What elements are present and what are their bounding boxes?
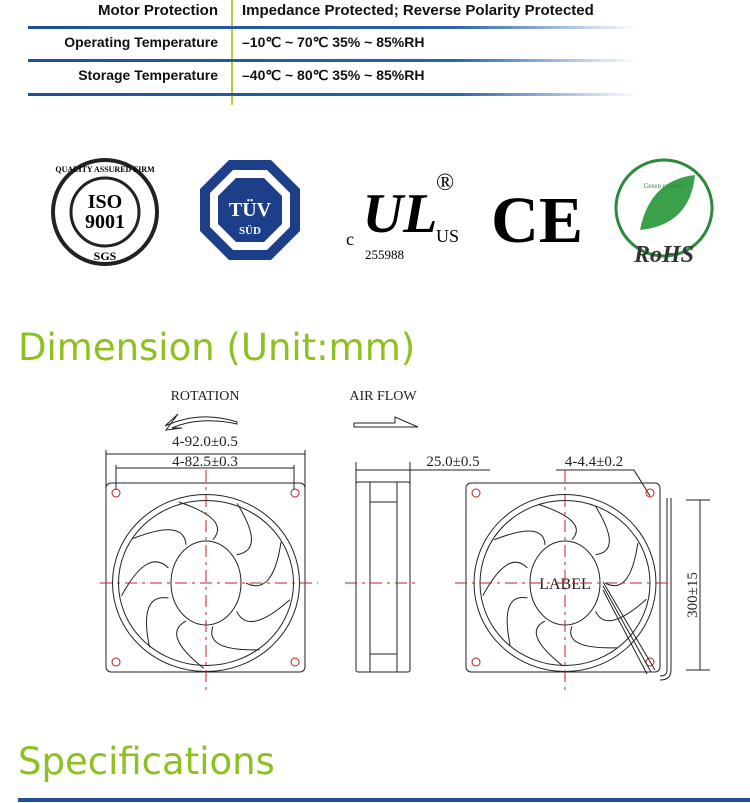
airflow-arrow-icon	[353, 416, 419, 428]
row-label: Storage Temperature	[78, 67, 218, 83]
svg-text:US: US	[436, 226, 459, 246]
certification-logos: QUALITY ASSURED FIRM ISO 9001 SGS TÜV SÜ…	[51, 158, 714, 268]
thickness-dim: 25.0±0.5	[426, 454, 479, 470]
svg-text:RoHS: RoHS	[633, 242, 694, 268]
svg-text:QUALITY ASSURED FIRM: QUALITY ASSURED FIRM	[55, 165, 155, 174]
fan-blade	[121, 561, 169, 597]
column-divider	[231, 0, 233, 105]
ul-logo: UL c US ® 255988	[346, 170, 459, 262]
fan-blade	[146, 597, 169, 648]
fan-blade	[211, 626, 260, 651]
fan-blade	[506, 597, 528, 646]
center-lines	[100, 470, 672, 695]
row-value: Impedance Protected; Reverse Polarity Pr…	[242, 2, 594, 19]
row-label: Motor Protection	[98, 2, 218, 19]
fan-blade	[493, 530, 546, 545]
specifications-heading: Specifications	[18, 740, 275, 783]
svg-text:9001: 9001	[85, 211, 125, 233]
svg-text:®: ®	[436, 170, 454, 196]
svg-text:CE: CE	[491, 184, 583, 257]
svg-text:Green product: Green product	[644, 182, 684, 190]
dimension-drawing: ROTATION AIR FLOW 4-92.0±0.5 4-82.5±0.3 …	[100, 389, 710, 695]
svg-text:TÜV: TÜV	[229, 198, 272, 221]
rohs-logo: Green product RoHS	[614, 158, 714, 268]
svg-text:ISO: ISO	[88, 191, 122, 213]
fan-side-view	[355, 481, 411, 673]
tuv-sud-logo: TÜV SÜD	[200, 160, 300, 260]
fan-blade	[482, 561, 528, 596]
lead-length-dim: 300±15	[685, 572, 701, 618]
svg-text:UL: UL	[363, 183, 438, 245]
fan-blade	[178, 501, 218, 541]
fan-lead-wires	[602, 581, 656, 675]
fan-blade	[132, 529, 187, 545]
fan-blade	[594, 505, 610, 556]
fan-blade	[604, 543, 639, 587]
fan-blade	[538, 503, 577, 541]
outer-size-dim: 4-92.0±0.5	[172, 434, 238, 450]
svg-text:SGS: SGS	[94, 249, 117, 263]
airflow-label: AIR FLOW	[349, 389, 417, 404]
fan-blade	[236, 599, 291, 622]
hole-spacing-dim: 4-82.5±0.3	[172, 454, 238, 470]
iso-9001-logo: QUALITY ASSURED FIRM ISO 9001 SGS	[51, 158, 159, 266]
row-divider	[28, 93, 638, 96]
fan-label-text: LABEL	[539, 576, 591, 593]
row-divider	[28, 59, 638, 62]
hole-diameter-dim: 4-4.4±0.2	[565, 454, 623, 470]
fan-blade	[245, 541, 282, 587]
fan-blade	[236, 503, 252, 556]
svg-text:SÜD: SÜD	[239, 224, 261, 237]
dimension-heading: Dimension (Unit:mm)	[18, 326, 416, 369]
ce-logo: CE	[491, 184, 583, 257]
rotation-label: ROTATION	[171, 389, 240, 404]
row-value: –40℃ ~ 80℃ 35% ~ 85%RH	[242, 67, 425, 83]
fan-blade	[176, 620, 205, 669]
row-value: –10℃ ~ 70℃ 35% ~ 85%RH	[242, 34, 425, 50]
fan-blade	[595, 598, 647, 622]
rotation-arrow-icon	[164, 413, 238, 431]
fan-blade	[535, 620, 564, 667]
svg-text:255988: 255988	[365, 247, 404, 262]
row-divider	[28, 26, 638, 29]
svg-text:c: c	[346, 229, 354, 249]
row-label: Operating Temperature	[64, 34, 218, 50]
fan-blade	[570, 626, 617, 649]
section-divider	[18, 798, 750, 802]
